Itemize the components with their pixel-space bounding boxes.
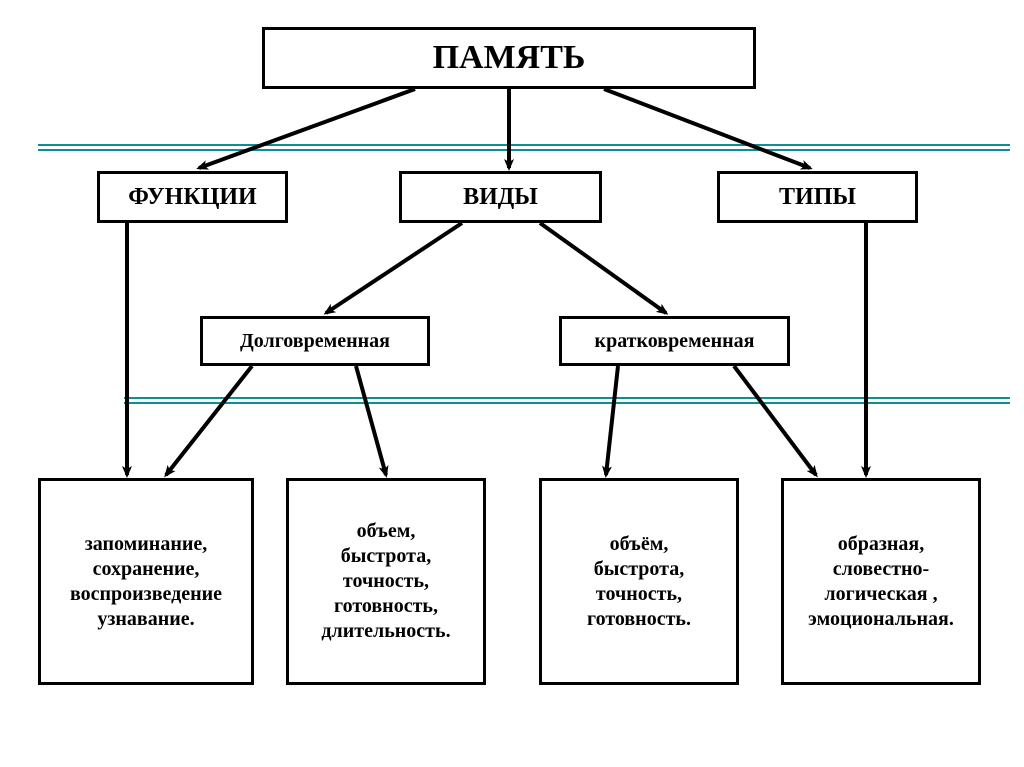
node-root: ПАМЯТЬ: [262, 27, 756, 89]
node-functions: ФУНКЦИИ: [97, 171, 288, 223]
node-types: ТИПЫ: [717, 171, 918, 223]
node-leaf-short-term-label: объём,быстрота,точность,готовность.: [587, 532, 691, 632]
node-kinds: ВИДЫ: [399, 171, 602, 223]
diagram-canvas: ПАМЯТЬ ФУНКЦИИ ВИДЫ ТИПЫ Долговременная …: [0, 0, 1024, 767]
node-long-term-label: Долговременная: [240, 329, 390, 354]
node-leaf-types-label: образная,словестно-логическая ,эмоционал…: [808, 532, 954, 632]
node-functions-label: ФУНКЦИИ: [128, 182, 256, 212]
node-short-term-label: кратковременная: [595, 329, 755, 354]
node-leaf-short-term: объём,быстрота,точность,готовность.: [539, 478, 739, 685]
node-leaf-functions-label: запоминание,сохранение,воспроизведениеуз…: [70, 532, 222, 632]
node-leaf-long-term-label: объем,быстрота,точность,готовность,длите…: [321, 519, 450, 644]
node-leaf-types: образная,словестно-логическая ,эмоционал…: [781, 478, 981, 685]
node-long-term: Долговременная: [200, 316, 430, 366]
node-root-label: ПАМЯТЬ: [433, 37, 586, 80]
node-leaf-long-term: объем,быстрота,точность,готовность,длите…: [286, 478, 486, 685]
node-kinds-label: ВИДЫ: [463, 182, 538, 212]
node-leaf-functions: запоминание,сохранение,воспроизведениеуз…: [38, 478, 254, 685]
node-short-term: кратковременная: [559, 316, 790, 366]
node-types-label: ТИПЫ: [779, 182, 856, 212]
